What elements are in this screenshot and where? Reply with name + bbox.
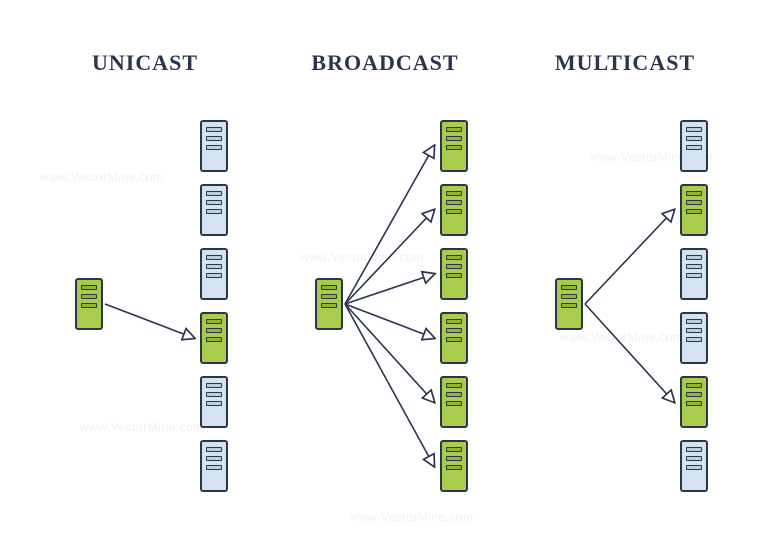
- server-slot: [206, 401, 222, 406]
- server-slot: [321, 285, 337, 290]
- server-slot: [686, 447, 702, 452]
- server-broadcast-target-2: [440, 248, 468, 300]
- server-unicast-target-5: [200, 440, 228, 492]
- server-slot: [686, 209, 702, 214]
- server-slot: [686, 328, 702, 333]
- server-unicast-source: [75, 278, 103, 330]
- arrow: [345, 304, 434, 402]
- arrow: [345, 304, 434, 466]
- server-slot: [446, 328, 462, 333]
- server-broadcast-target-0: [440, 120, 468, 172]
- server-slot: [446, 145, 462, 150]
- panel-multicast: MULTICAST: [510, 0, 740, 554]
- server-slot: [686, 191, 702, 196]
- server-unicast-target-1: [200, 184, 228, 236]
- server-multicast-target-4: [680, 376, 708, 428]
- server-slot: [446, 465, 462, 470]
- server-slot: [686, 136, 702, 141]
- server-slot: [321, 294, 337, 299]
- server-slot: [206, 273, 222, 278]
- server-slot: [686, 392, 702, 397]
- server-slot: [446, 337, 462, 342]
- server-multicast-target-2: [680, 248, 708, 300]
- server-slot: [206, 255, 222, 260]
- server-slot: [446, 456, 462, 461]
- server-slot: [686, 319, 702, 324]
- server-slot: [206, 392, 222, 397]
- server-slot: [446, 447, 462, 452]
- server-slot: [686, 337, 702, 342]
- server-slot: [206, 200, 222, 205]
- server-unicast-target-4: [200, 376, 228, 428]
- server-multicast-target-3: [680, 312, 708, 364]
- panel-title: MULTICAST: [555, 50, 695, 76]
- server-slot: [206, 465, 222, 470]
- arrow: [345, 304, 434, 338]
- server-slot: [686, 456, 702, 461]
- server-slot: [686, 465, 702, 470]
- server-slot: [206, 191, 222, 196]
- server-unicast-target-2: [200, 248, 228, 300]
- server-slot: [561, 285, 577, 290]
- server-slot: [206, 319, 222, 324]
- server-slot: [206, 127, 222, 132]
- server-slot: [446, 255, 462, 260]
- server-slot: [446, 127, 462, 132]
- arrow: [345, 146, 434, 304]
- server-broadcast-target-3: [440, 312, 468, 364]
- server-multicast-target-0: [680, 120, 708, 172]
- server-slot: [206, 337, 222, 342]
- server-slot: [206, 328, 222, 333]
- server-slot: [446, 383, 462, 388]
- server-slot: [206, 145, 222, 150]
- server-slot: [561, 294, 577, 299]
- server-slot: [206, 383, 222, 388]
- server-slot: [686, 200, 702, 205]
- server-slot: [206, 456, 222, 461]
- server-unicast-target-0: [200, 120, 228, 172]
- server-slot: [206, 447, 222, 452]
- server-slot: [446, 209, 462, 214]
- server-slot: [446, 401, 462, 406]
- arrow: [105, 304, 194, 338]
- server-broadcast-target-4: [440, 376, 468, 428]
- arrow: [585, 304, 674, 402]
- arrow: [345, 210, 434, 304]
- server-slot: [321, 303, 337, 308]
- server-slot: [446, 136, 462, 141]
- server-broadcast-source: [315, 278, 343, 330]
- server-slot: [561, 303, 577, 308]
- server-multicast-target-1: [680, 184, 708, 236]
- server-slot: [446, 264, 462, 269]
- server-slot: [446, 191, 462, 196]
- server-unicast-target-3: [200, 312, 228, 364]
- server-slot: [686, 401, 702, 406]
- server-slot: [206, 264, 222, 269]
- server-slot: [206, 209, 222, 214]
- server-broadcast-target-5: [440, 440, 468, 492]
- server-slot: [686, 255, 702, 260]
- server-slot: [686, 383, 702, 388]
- arrow: [585, 210, 674, 304]
- server-slot: [81, 303, 97, 308]
- panel-unicast: UNICAST: [30, 0, 260, 554]
- server-broadcast-target-1: [440, 184, 468, 236]
- server-slot: [686, 145, 702, 150]
- server-slot: [81, 285, 97, 290]
- panel-broadcast: BROADCAST: [270, 0, 500, 554]
- server-slot: [446, 319, 462, 324]
- arrow: [345, 274, 434, 304]
- server-slot: [81, 294, 97, 299]
- server-slot: [686, 264, 702, 269]
- panel-title: BROADCAST: [311, 50, 458, 76]
- server-slot: [686, 273, 702, 278]
- server-slot: [446, 392, 462, 397]
- server-slot: [446, 273, 462, 278]
- server-slot: [446, 200, 462, 205]
- server-slot: [686, 127, 702, 132]
- server-multicast-source: [555, 278, 583, 330]
- panel-title: UNICAST: [92, 50, 198, 76]
- server-multicast-target-5: [680, 440, 708, 492]
- server-slot: [206, 136, 222, 141]
